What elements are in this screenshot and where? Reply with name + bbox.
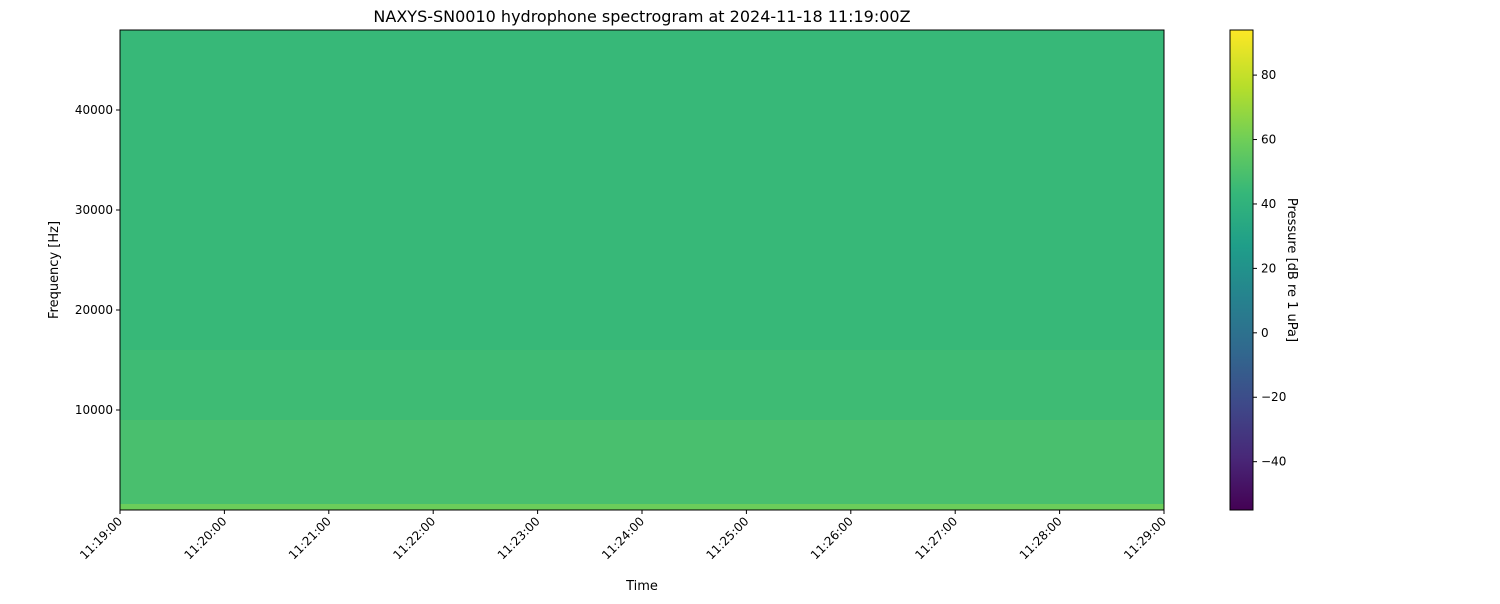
x-tick-label: 11:21:00 (286, 514, 334, 562)
colorbar-tick-label: 20 (1261, 261, 1276, 275)
chart-title: NAXYS-SN0010 hydrophone spectrogram at 2… (373, 7, 910, 26)
colorbar-tick-label: 0 (1261, 326, 1269, 340)
y-tick-label: 20000 (75, 303, 113, 317)
x-axis-label: Time (625, 579, 658, 594)
y-axis: 10000 20000 30000 40000 (75, 103, 120, 417)
colorbar-tick-label: 80 (1261, 68, 1276, 82)
heatmap-band (120, 504, 1164, 510)
x-tick-label: 11:28:00 (1017, 514, 1065, 562)
colorbar-tick-label: 40 (1261, 197, 1276, 211)
colorbar (1229, 29, 1254, 511)
heatmap-band (120, 30, 1164, 350)
x-tick-label: 11:20:00 (182, 514, 230, 562)
y-tick-label: 30000 (75, 203, 113, 217)
x-tick-label: 11:26:00 (808, 514, 856, 562)
heatmap-band (120, 420, 1164, 504)
colorbar-tick-label: 60 (1261, 133, 1276, 147)
colorbar-tick-label: −40 (1261, 455, 1286, 469)
y-tick-label: 40000 (75, 103, 113, 117)
colorbar-tick-label: −20 (1261, 390, 1286, 404)
colorbar-axis: −40 −20 0 20 40 60 80 (1253, 68, 1286, 469)
x-tick-label: 11:27:00 (912, 514, 960, 562)
x-tick-label: 11:19:00 (77, 514, 125, 562)
x-axis: 11:19:00 11:20:00 11:21:00 11:22:00 11:23:00… (77, 510, 1169, 562)
x-tick-label: 11:25:00 (704, 514, 752, 562)
heatmap-band (120, 350, 1164, 420)
heatmap-cells (120, 30, 1164, 510)
y-axis-label: Frequency [Hz] (47, 221, 62, 319)
x-tick-label: 11:22:00 (390, 514, 438, 562)
y-tick-label: 10000 (75, 403, 113, 417)
x-tick-label: 11:24:00 (599, 514, 647, 562)
x-tick-label: 11:29:00 (1121, 514, 1169, 562)
colorbar-label: Pressure [dB re 1 uPa] (1284, 198, 1299, 342)
x-tick-label: 11:23:00 (495, 514, 543, 562)
